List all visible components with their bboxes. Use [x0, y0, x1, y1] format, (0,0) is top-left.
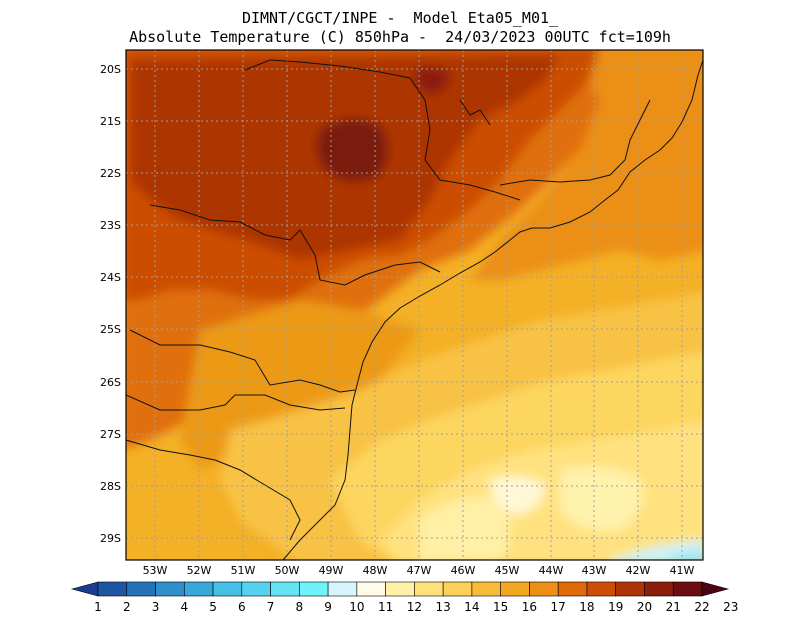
coastline: [282, 59, 703, 560]
lon-tick-46w: 46W: [451, 564, 476, 577]
colorbar-swatch: [385, 581, 415, 597]
colorbar-swatch: [442, 581, 473, 597]
colorbar-label: 23: [723, 600, 738, 614]
state-border-mg-rj-es: [499, 99, 651, 186]
lon-tick-53w: 53W: [143, 564, 168, 577]
temperature-field: [126, 50, 703, 560]
colorbar-swatch: [183, 581, 214, 597]
colorbar-label: 4: [180, 600, 188, 614]
lon-tick-50w: 50W: [275, 564, 300, 577]
lat-tick-29s: 29S: [100, 532, 121, 545]
colorbar-label: 5: [209, 600, 217, 614]
colorbar-swatch: [212, 581, 243, 597]
map-frame: [125, 49, 704, 561]
colorbar-swatch: [270, 581, 300, 597]
colorbar-swatch: [70, 581, 99, 597]
lon-tick-45w: 45W: [495, 564, 520, 577]
colorbar-label: 3: [152, 600, 160, 614]
lat-tick-28s: 28S: [100, 480, 121, 493]
lon-tick-42w: 42W: [626, 564, 651, 577]
colorbar-swatch: [97, 581, 128, 597]
colorbar-swatch: [557, 581, 588, 597]
river: [459, 99, 491, 126]
colorbar-swatch: [701, 581, 730, 597]
colorbar-swatch: [529, 581, 559, 597]
lon-tick-47w: 47W: [407, 564, 432, 577]
colorbar-label: 19: [608, 600, 623, 614]
lat-tick-27s: 27S: [100, 428, 121, 441]
lat-tick-23s: 23S: [100, 219, 121, 232]
colorbar-label: 7: [267, 600, 275, 614]
colorbar-swatch: [500, 581, 530, 597]
colorbar-label: 8: [296, 600, 304, 614]
colorbar-label: 1: [94, 600, 102, 614]
lon-tick-51w: 51W: [231, 564, 256, 577]
colorbar-label: 11: [378, 600, 393, 614]
lat-lon-grid: [126, 50, 703, 560]
colorbar-swatch: [327, 581, 358, 597]
map-title-line-1: DIMNT/CGCT/INPE - Model Eta05_M01_: [241, 9, 559, 27]
colorbar-swatch: [586, 581, 617, 597]
state-border-sc-rs: [126, 394, 346, 411]
lon-tick-44w: 44W: [539, 564, 564, 577]
colorbar-label: 9: [324, 600, 332, 614]
colorbar-swatch: [414, 581, 444, 597]
colorbar-label: 2: [123, 600, 131, 614]
coastline-and-borders: [126, 59, 703, 560]
state-border-pr-sc: [129, 329, 356, 393]
colorbar-label: 12: [407, 600, 422, 614]
lon-tick-41w: 41W: [670, 564, 695, 577]
colorbar-swatch: [672, 581, 703, 597]
colorbar-label: 17: [551, 600, 566, 614]
colorbar-label: 13: [436, 600, 451, 614]
lat-tick-21s: 21S: [100, 115, 121, 128]
border-argentina: [126, 439, 301, 541]
lon-tick-48w: 48W: [363, 564, 388, 577]
colorbar-swatch: [471, 581, 501, 597]
colorbar-swatch: [615, 581, 645, 597]
lat-tick-25s: 25S: [100, 323, 121, 336]
colorbar-label: 10: [349, 600, 364, 614]
longitude-ticks: 53W 52W 51W 50W 49W 48W 47W 46W 45W 44W …: [143, 564, 695, 577]
lon-tick-52w: 52W: [187, 564, 212, 577]
colorbar-swatch: [356, 581, 386, 597]
colorbar-swatch: [126, 581, 156, 597]
colorbar-swatch: [155, 581, 185, 597]
state-border-sp-pr: [149, 204, 441, 286]
colorbar-swatch: [241, 581, 271, 597]
latitude-ticks: 20S 21S 22S 23S 24S 25S 26S 27S 28S 29S: [100, 63, 121, 545]
colorbar-label: 18: [579, 600, 594, 614]
lat-tick-24s: 24S: [100, 271, 121, 284]
colorbar-label: 22: [694, 600, 709, 614]
colorbar-label: 14: [464, 600, 479, 614]
colorbar-label: 20: [637, 600, 652, 614]
map-title-line-2: Absolute Temperature (C) 850hPa - 24/03/…: [129, 28, 671, 46]
colorbar-label: 6: [238, 600, 246, 614]
colorbar: 1 2 3 4 5 6 7 8 9 10 11 12 13 14 15 16 17 18 19 20 21 22 23: [70, 581, 738, 614]
colorbar-label: 15: [493, 600, 508, 614]
state-border-sp-mg: [244, 59, 521, 201]
colorbar-label: 16: [522, 600, 537, 614]
colorbar-label: 21: [666, 600, 681, 614]
lat-tick-22s: 22S: [100, 167, 121, 180]
colorbar-swatch: [644, 581, 674, 597]
colorbar-swatch: [299, 581, 329, 597]
lat-tick-20s: 20S: [100, 63, 121, 76]
lon-tick-43w: 43W: [582, 564, 607, 577]
lat-tick-26s: 26S: [100, 376, 121, 389]
lon-tick-49w: 49W: [319, 564, 344, 577]
